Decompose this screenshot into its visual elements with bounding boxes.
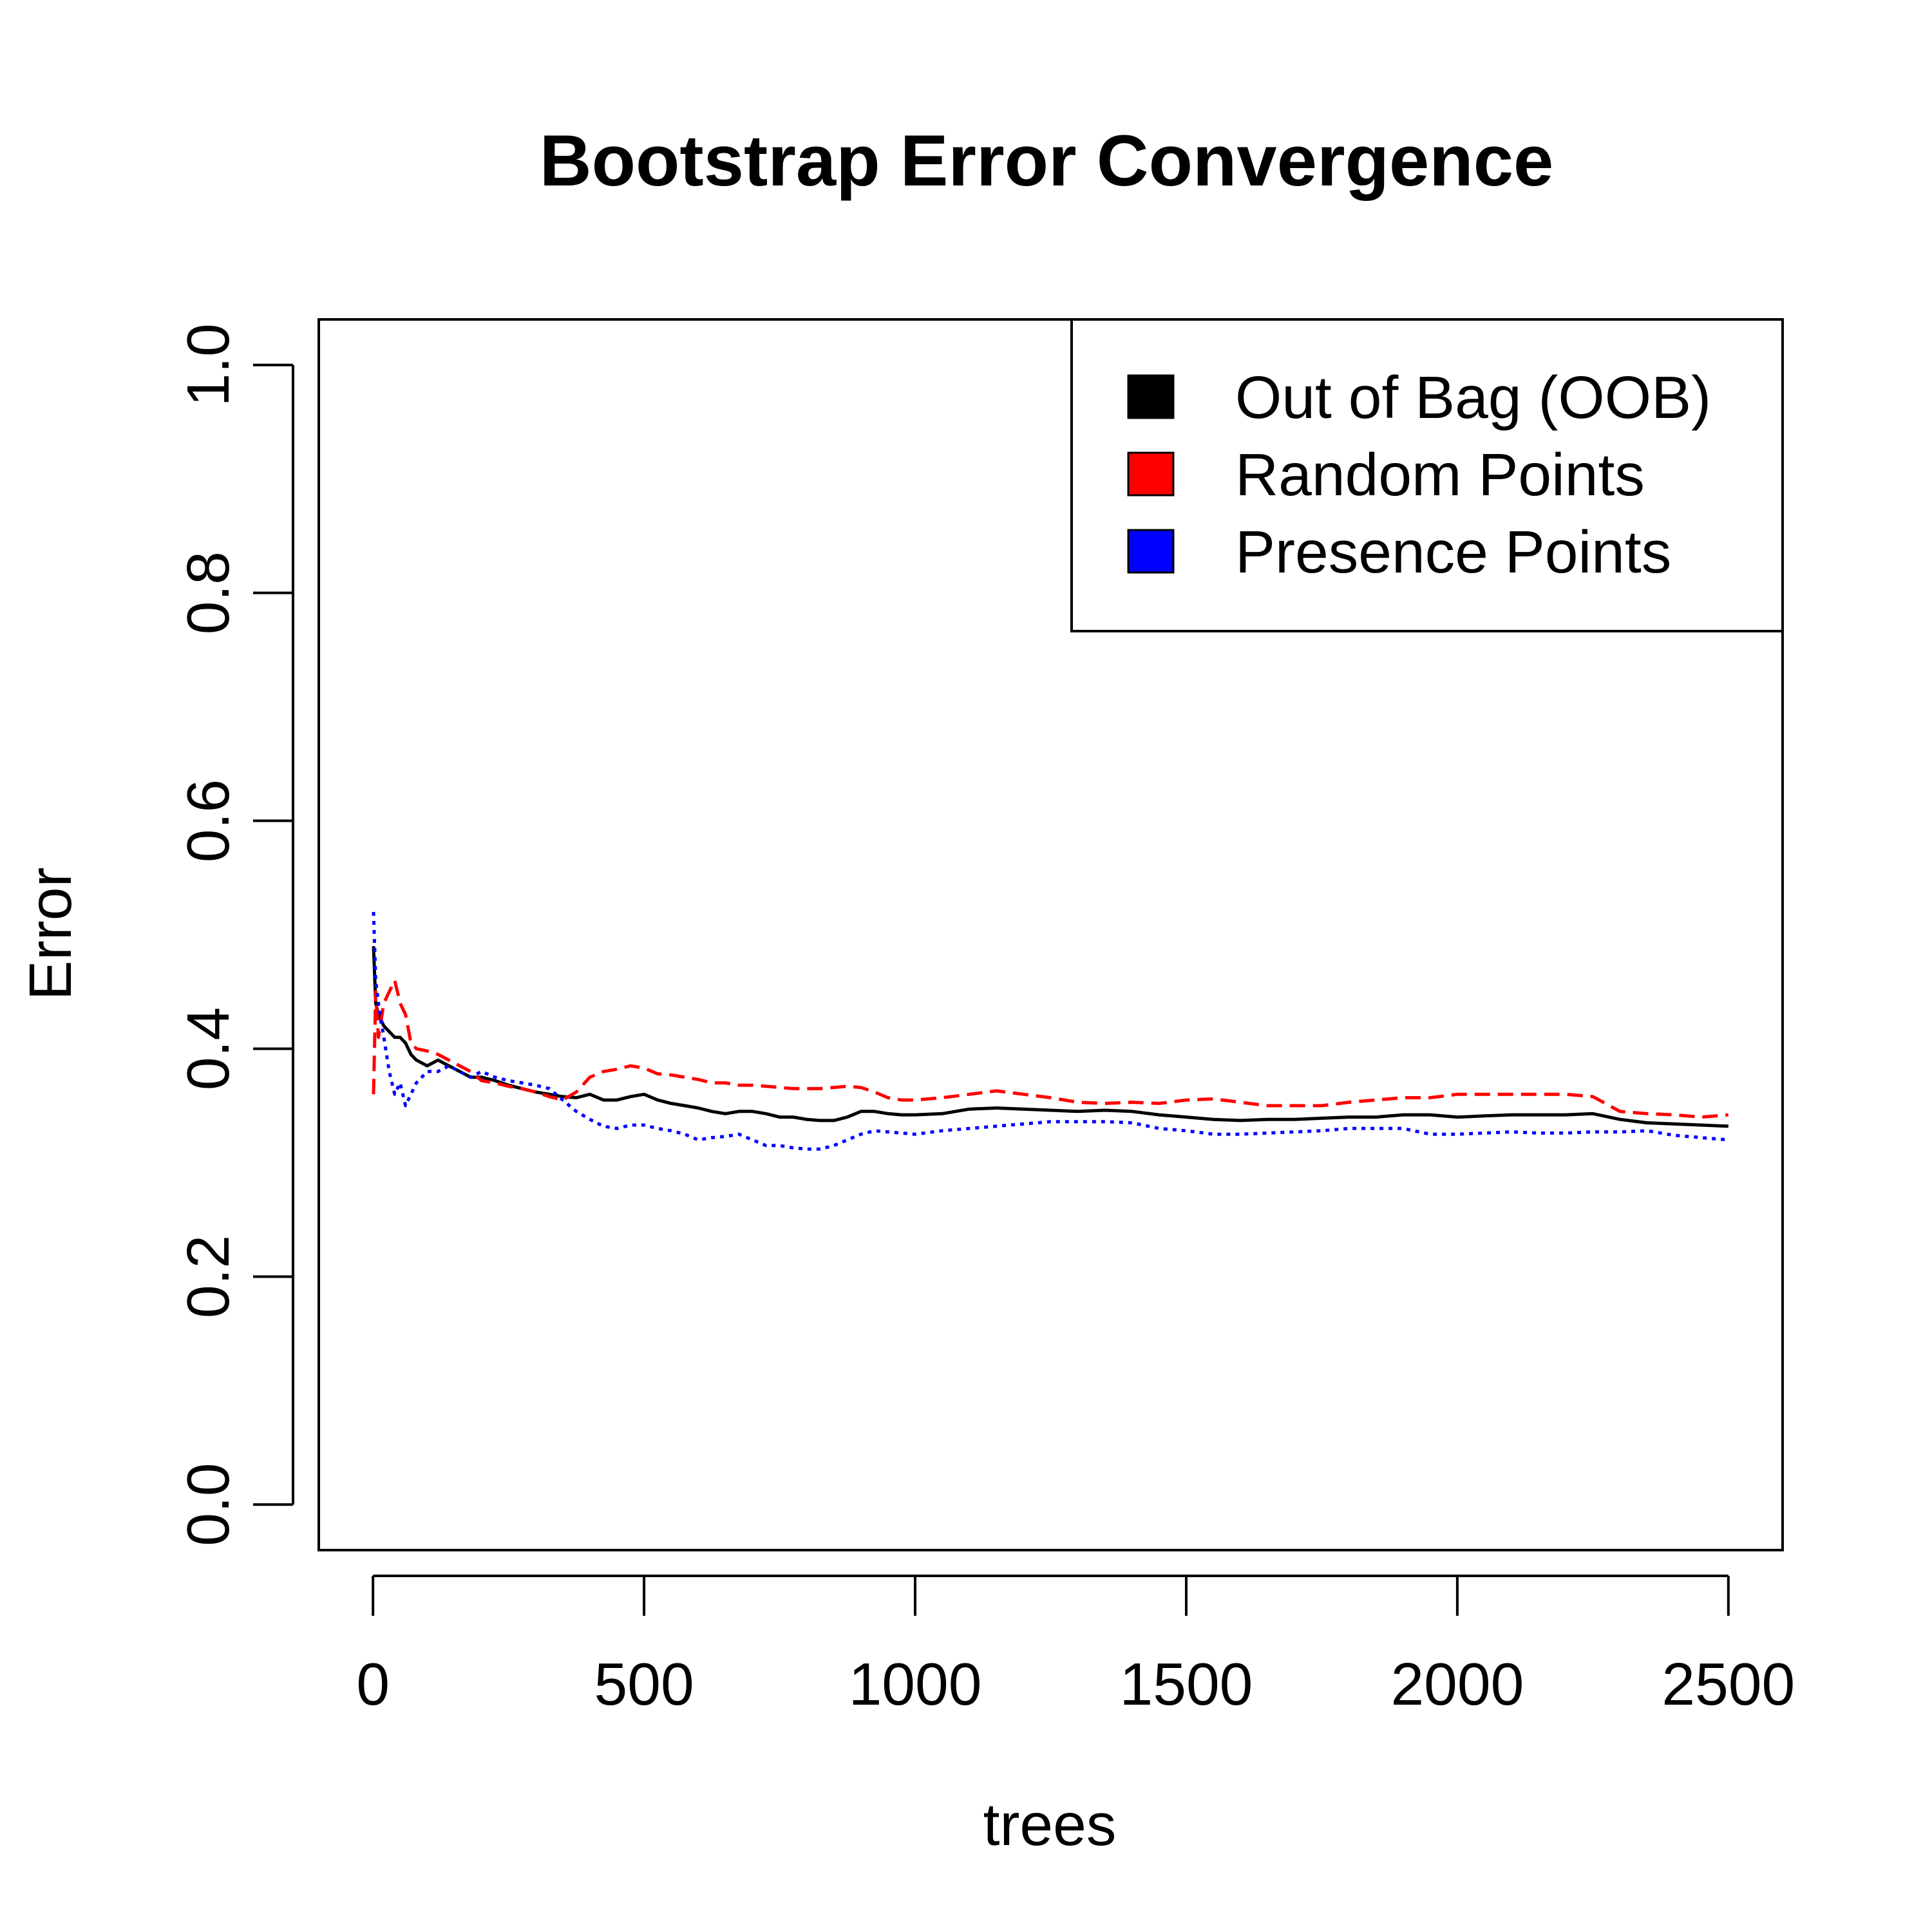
y-tick-label: 0.6: [175, 779, 242, 862]
legend-label: Presence Points: [1235, 518, 1671, 585]
x-tick-label: 500: [594, 1651, 694, 1718]
series-lines: [372, 912, 1729, 1151]
y-axis: 0.0 0.2 0.4 0.6 0.8 1.0: [175, 323, 294, 1546]
series-line-3: [372, 912, 1729, 1151]
x-axis: 0 500 1000 1500 2000 2500: [356, 1575, 1795, 1718]
x-tick-label: 1500: [1120, 1651, 1253, 1718]
x-tick-label: 1000: [849, 1651, 982, 1718]
legend-swatch: [1127, 529, 1175, 574]
y-tick-label: 0.2: [175, 1235, 242, 1318]
plot-frame: [317, 318, 1784, 1551]
y-tick-label: 0.8: [175, 551, 242, 634]
series-line-1: [372, 946, 1728, 1128]
legend-label: Random Points: [1235, 441, 1645, 508]
legend-swatch: [1127, 451, 1175, 497]
plot-area: [317, 318, 1784, 1551]
x-tick-label: 2000: [1390, 1651, 1524, 1718]
y-tick-label: 1.0: [175, 323, 242, 406]
legend-label: Out of Bag (OOB): [1235, 364, 1711, 431]
y-tick-label: 0.4: [175, 1007, 242, 1090]
legend: Out of Bag (OOB) Random Points Presence Po…: [1070, 318, 1784, 632]
y-axis-title: Error: [17, 867, 84, 1001]
legend-box: [1070, 318, 1784, 632]
x-tick-label: 0: [356, 1651, 390, 1718]
legend-items: Out of Bag (OOB) Random Points Presence Po…: [1127, 364, 1711, 585]
y-tick-label: 0.0: [175, 1463, 242, 1546]
x-axis-title: trees: [983, 1791, 1117, 1858]
legend-swatch: [1127, 374, 1175, 419]
chart-title: Bootstrap Error Convergence: [540, 120, 1554, 201]
x-tick-label: 2500: [1662, 1651, 1795, 1718]
series-line-2: [372, 978, 1729, 1119]
